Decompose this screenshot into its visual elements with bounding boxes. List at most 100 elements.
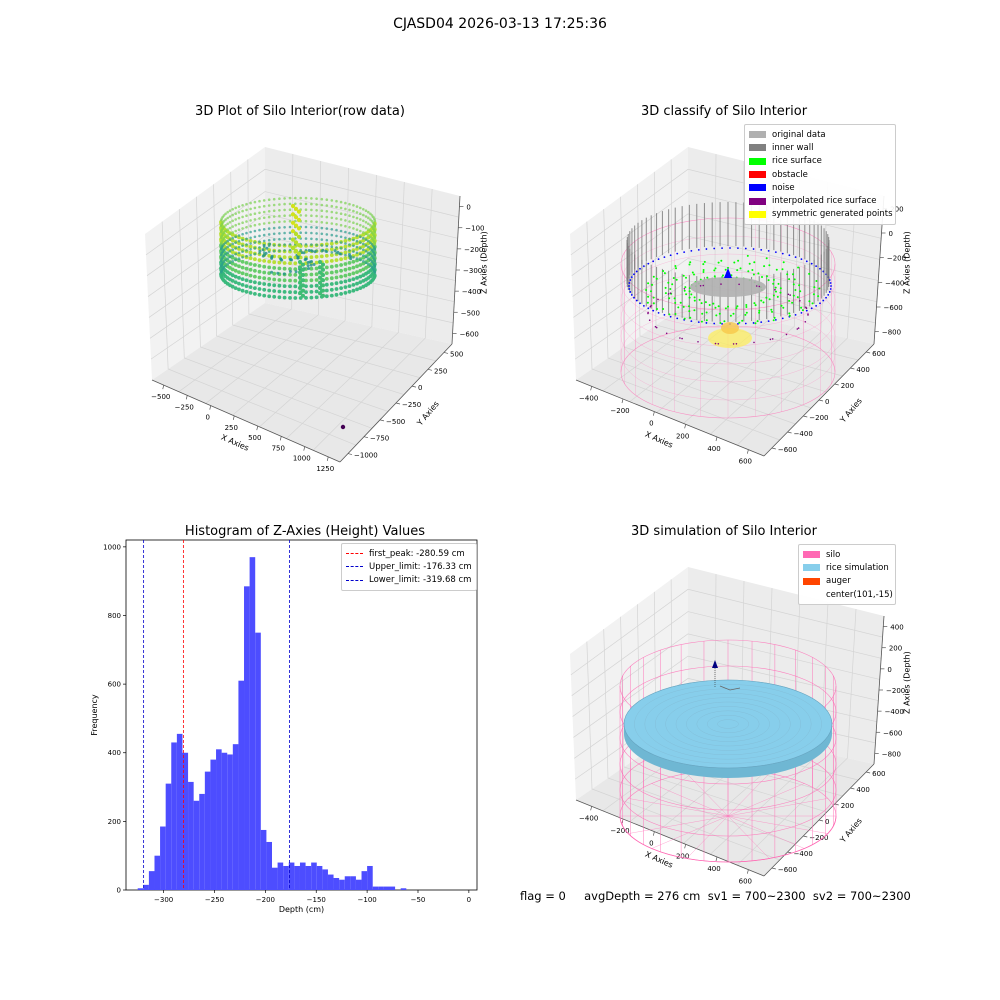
classify-rice-point (702, 271, 705, 273)
raw-data-point (355, 222, 359, 226)
raw-data-point (283, 237, 286, 241)
raw-data-point (304, 214, 308, 217)
raw-data-point (320, 238, 324, 241)
raw-data-point (373, 236, 377, 239)
legend-label: noise (772, 182, 795, 193)
classify-rice-point (689, 316, 692, 319)
classify-rice-point (800, 306, 803, 309)
classify-noise-point (647, 307, 650, 310)
raw-data-point (362, 213, 365, 217)
raw-data-point (249, 219, 252, 222)
raw-3d-panel: −500−250025050075010001250−1000−750−500−… (145, 147, 488, 473)
raw-data-point (355, 257, 359, 260)
raw-data-point (329, 276, 334, 281)
legend-entry: original data (749, 128, 891, 141)
raw-data-point (330, 204, 334, 208)
classify-interpolated-point (667, 293, 670, 295)
raw-data-point (226, 234, 229, 237)
raw-data-point (364, 238, 368, 241)
classify-rice-point (773, 316, 776, 319)
raw-data-point (267, 294, 272, 299)
raw-data-point (262, 293, 267, 298)
raw-data-point (293, 290, 298, 295)
raw-data-point (264, 251, 268, 255)
raw-data-point (355, 270, 359, 274)
raw-data-point (362, 242, 365, 246)
classify-rice-point (652, 296, 655, 299)
raw-data-point (282, 272, 286, 276)
legend-entry: obstacle (749, 168, 891, 181)
raw-data-point (296, 217, 302, 223)
raw-data-point (339, 292, 343, 296)
raw-data-point (267, 233, 271, 236)
classify-noise-point (737, 247, 739, 250)
classify-rice-point (733, 261, 736, 264)
raw-data-point (361, 261, 366, 266)
raw-data-point (237, 234, 241, 237)
raw-data-point (343, 285, 348, 289)
raw-data-point (324, 294, 329, 299)
classify-noise-point (760, 248, 763, 251)
raw-data-point (335, 246, 338, 249)
raw-data-point (325, 233, 329, 236)
raw-data-point (344, 230, 347, 234)
raw-data-point (249, 201, 252, 205)
classify-rice-point (768, 264, 771, 267)
histogram-bar (244, 586, 250, 890)
classify-rice-point (775, 268, 778, 271)
legend-swatch (749, 131, 766, 139)
raw-data-point (324, 265, 329, 270)
classify-rice-point (652, 302, 655, 305)
histogram-legend: first_peak: -280.59 cm Upper_limit: -176.… (341, 543, 477, 591)
raw-data-point (283, 231, 286, 235)
sim-silo-bottom-spoke (686, 773, 729, 817)
raw-data-point (267, 288, 272, 293)
raw-data-point (320, 226, 324, 230)
sim-y-tick (834, 803, 839, 806)
classify-noise-point (630, 293, 633, 296)
classify-rice-point (792, 283, 795, 286)
raw-data-point (298, 275, 302, 280)
raw-data-point (241, 238, 244, 242)
raw-data-point (288, 243, 292, 246)
raw-data-point (288, 219, 292, 223)
raw-data-point (248, 285, 253, 289)
classify-rice-point (752, 273, 755, 276)
raw-data-point (358, 280, 363, 285)
raw-data-point (321, 262, 325, 267)
raw-data-point (369, 241, 372, 244)
classify-rice-point (724, 307, 727, 310)
raw-data-point (362, 208, 365, 211)
classify-rice-point (794, 289, 797, 291)
figure-suptitle: CJASD04 2026-03-13 17:25:36 (393, 16, 607, 32)
sim-auger-blade (719, 685, 741, 691)
classify-rice-point (818, 287, 821, 290)
raw-y-tick (395, 402, 401, 405)
histogram-y-tick-label: 200 (108, 818, 121, 826)
sim-y-tick (803, 835, 808, 838)
raw-data-point (262, 264, 267, 269)
raw-data-point (320, 232, 324, 236)
classify-rice-point (761, 276, 763, 278)
raw-data-point (314, 283, 319, 288)
classify-noise-point (744, 247, 747, 250)
raw-data-point (359, 247, 362, 250)
sim-silo-front-arc (619, 815, 837, 863)
raw-data-point (224, 224, 227, 227)
raw-data-point (222, 248, 226, 252)
raw-data-point (324, 271, 329, 275)
classify-3d-panel: −400−2000200400600−600−400−2000200400600… (570, 147, 912, 466)
raw-data-point (248, 279, 253, 284)
raw-data-point (234, 252, 237, 256)
raw-data-point (253, 212, 257, 215)
raw-data-point (315, 243, 318, 247)
raw-data-point (279, 257, 283, 261)
raw-data-point (272, 277, 277, 282)
legend-line (346, 553, 363, 555)
raw-data-point (267, 198, 271, 201)
classify-noise-point (669, 315, 672, 318)
raw-data-point (267, 238, 271, 242)
sim-silo-bottom-spoke (727, 783, 805, 817)
raw-x-axis-label: X Axies (220, 433, 251, 453)
raw-data-point (253, 223, 257, 227)
